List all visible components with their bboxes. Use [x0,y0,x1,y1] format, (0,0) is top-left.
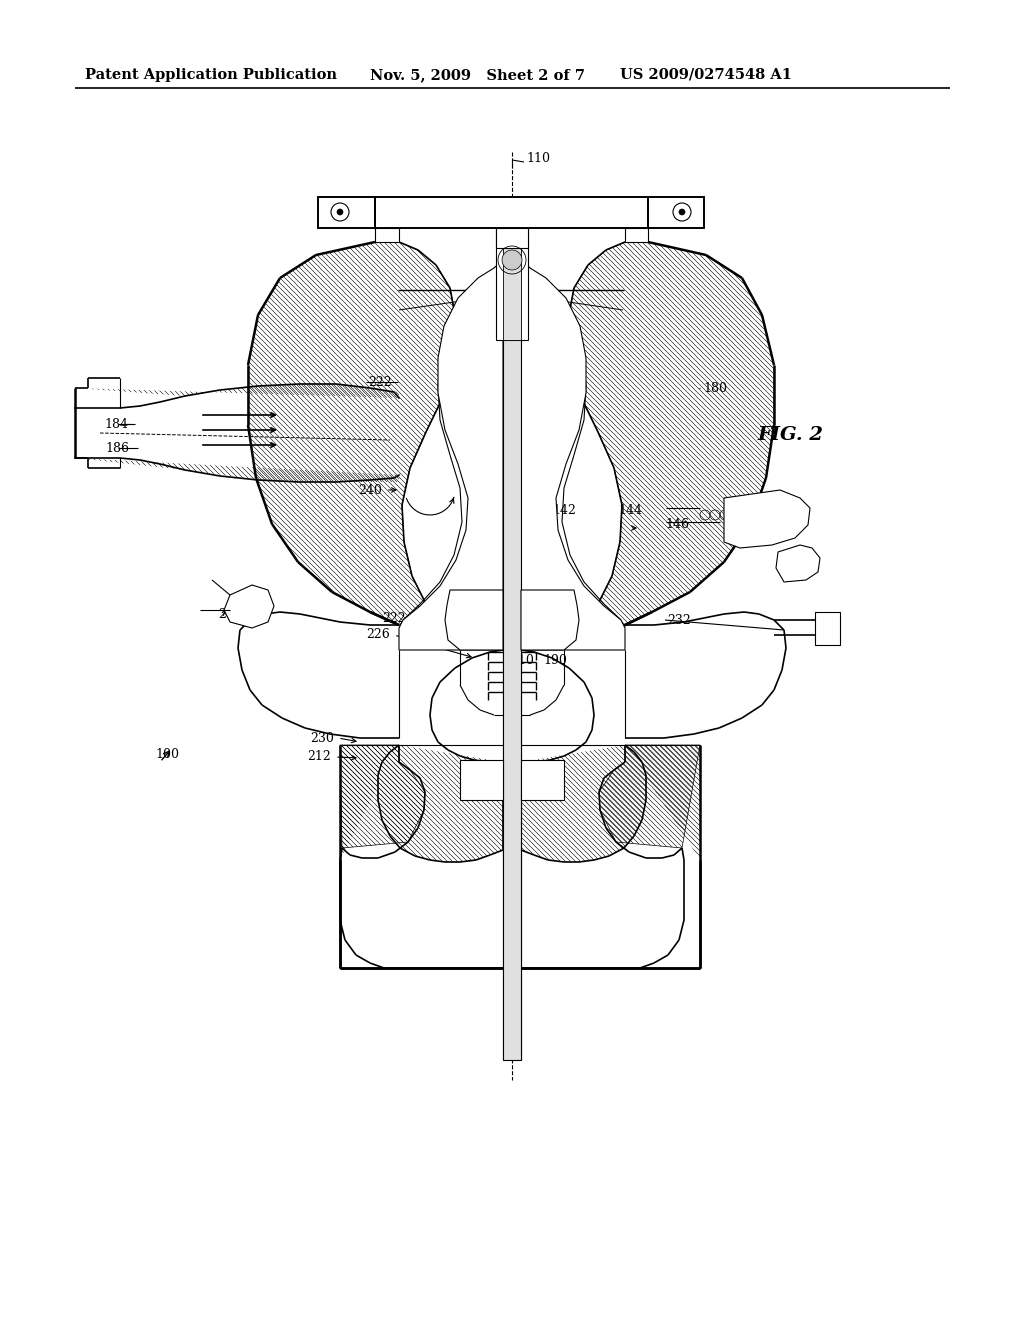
Polygon shape [521,760,564,800]
Text: 100: 100 [155,747,179,760]
Polygon shape [496,228,528,248]
Polygon shape [521,590,579,649]
Text: 226: 226 [366,628,390,642]
Polygon shape [776,545,820,582]
Polygon shape [521,248,625,649]
Text: FIG. 2: FIG. 2 [757,426,823,444]
Text: 222: 222 [368,375,391,388]
Polygon shape [503,248,521,341]
Text: 234: 234 [218,607,242,620]
Text: 212: 212 [307,751,331,763]
Polygon shape [815,612,840,645]
Polygon shape [648,197,705,228]
Text: 146: 146 [665,519,689,532]
Text: 142: 142 [552,503,575,516]
Text: 190: 190 [543,653,567,667]
Circle shape [502,249,522,271]
Text: 144: 144 [618,503,642,516]
Text: 232: 232 [667,614,691,627]
Polygon shape [224,585,274,628]
Text: Nov. 5, 2009   Sheet 2 of 7: Nov. 5, 2009 Sheet 2 of 7 [370,69,585,82]
Text: 240: 240 [358,483,382,496]
Polygon shape [399,248,503,649]
Text: 210: 210 [510,653,534,667]
Text: 184: 184 [104,417,128,430]
Text: 230: 230 [310,731,334,744]
Text: 180: 180 [703,381,727,395]
Text: US 2009/0274548 A1: US 2009/0274548 A1 [620,69,792,82]
Polygon shape [375,197,648,228]
Polygon shape [503,248,521,1060]
Circle shape [679,209,685,215]
Polygon shape [496,228,528,341]
Polygon shape [445,590,503,649]
Text: 110: 110 [526,152,550,165]
Polygon shape [375,228,399,242]
Polygon shape [625,228,648,242]
Text: Patent Application Publication: Patent Application Publication [85,69,337,82]
Polygon shape [318,197,375,228]
Circle shape [337,209,343,215]
Text: 222: 222 [382,611,406,624]
Text: 186: 186 [105,441,129,454]
Polygon shape [460,760,503,800]
Polygon shape [724,490,810,548]
